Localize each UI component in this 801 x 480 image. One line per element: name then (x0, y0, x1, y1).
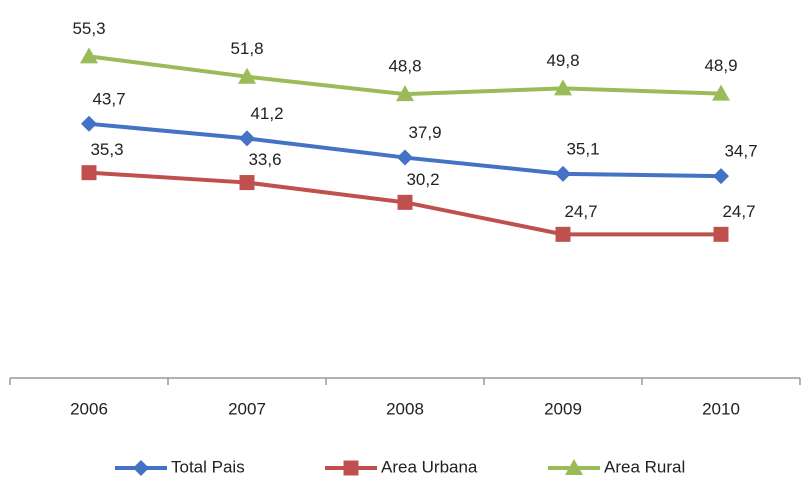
data-label: 24,7 (722, 202, 755, 221)
x-tick-label: 2010 (702, 399, 740, 418)
data-label: 49,8 (546, 51, 579, 70)
marker (397, 149, 413, 166)
data-label: 48,9 (704, 56, 737, 75)
data-label: 30,2 (406, 170, 439, 189)
marker (554, 79, 572, 96)
marker (565, 459, 583, 475)
legend-label: Total Pais (171, 457, 245, 476)
data-label: 33,6 (248, 150, 281, 169)
data-label: 35,1 (566, 139, 599, 158)
marker (713, 168, 729, 185)
x-tick-label: 2008 (386, 399, 424, 418)
marker (397, 194, 413, 210)
legend-label: Area Rural (604, 457, 685, 476)
x-tick-label: 2006 (70, 399, 108, 418)
marker (81, 115, 97, 132)
legend-label: Area Urbana (381, 457, 478, 476)
marker (713, 226, 729, 242)
marker (555, 165, 571, 182)
marker (555, 226, 571, 242)
data-label: 41,2 (250, 104, 283, 123)
data-label: 34,7 (724, 142, 757, 161)
data-label: 55,3 (72, 19, 105, 38)
marker (133, 460, 149, 476)
marker (239, 175, 255, 191)
marker (239, 130, 255, 147)
marker (343, 460, 359, 476)
marker (81, 165, 97, 181)
x-tick-label: 2007 (228, 399, 266, 418)
data-label: 35,3 (90, 140, 123, 159)
marker (712, 84, 730, 101)
x-tick-label: 2009 (544, 399, 582, 418)
marker (238, 67, 256, 84)
data-label: 37,9 (408, 123, 441, 142)
data-label: 51,8 (230, 39, 263, 58)
marker (80, 47, 98, 64)
marker (396, 85, 414, 102)
data-label: 48,8 (388, 57, 421, 76)
data-label: 43,7 (92, 89, 125, 108)
data-label: 24,7 (564, 202, 597, 221)
